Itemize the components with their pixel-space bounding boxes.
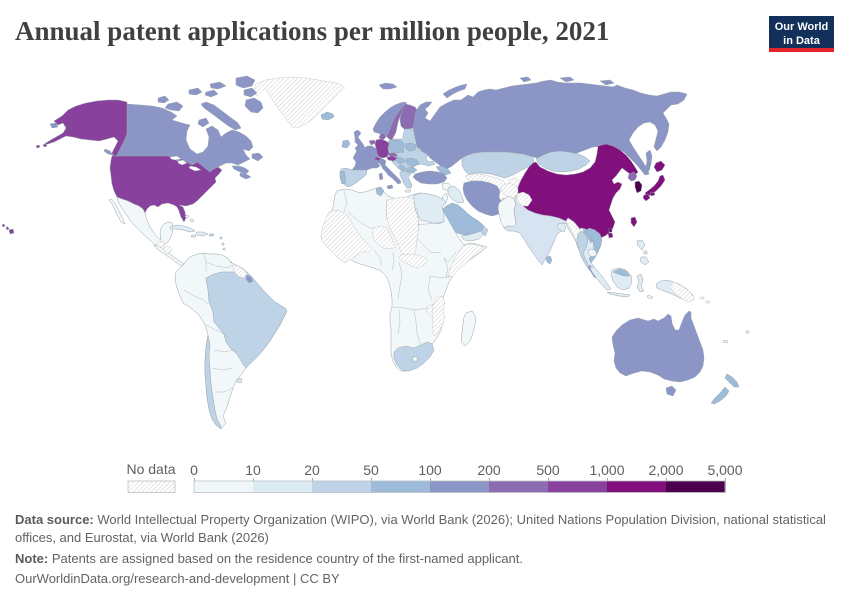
- svg-text:500: 500: [536, 462, 560, 478]
- svg-text:20: 20: [304, 462, 320, 478]
- svg-text:5,000: 5,000: [707, 462, 742, 478]
- svg-text:200: 200: [477, 462, 501, 478]
- svg-text:10: 10: [245, 462, 261, 478]
- svg-text:100: 100: [418, 462, 442, 478]
- svg-text:1,000: 1,000: [589, 462, 624, 478]
- svg-text:2,000: 2,000: [648, 462, 683, 478]
- svg-text:0: 0: [190, 462, 198, 478]
- svg-text:50: 50: [363, 462, 379, 478]
- svg-text:No data: No data: [126, 461, 175, 477]
